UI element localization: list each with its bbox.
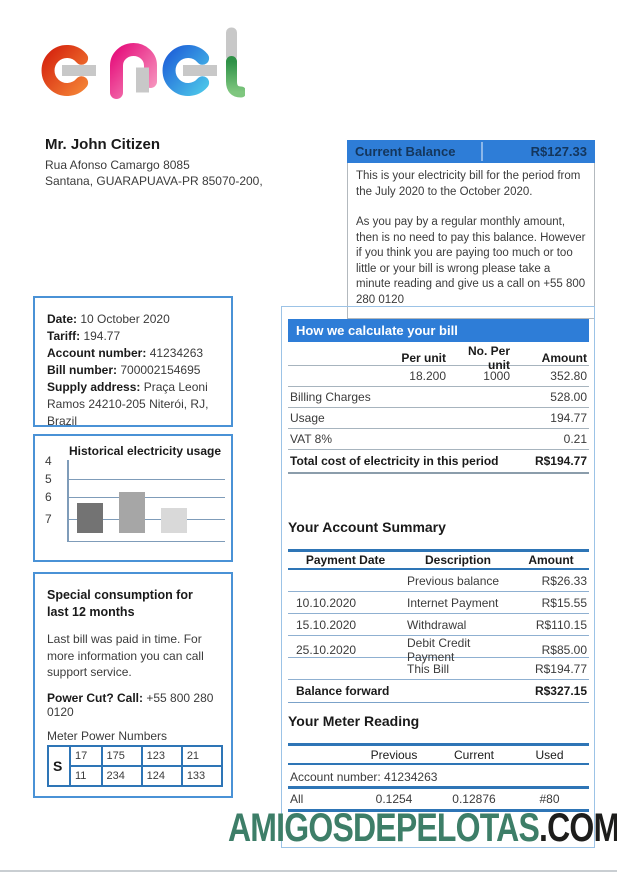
- current-balance-amount: R$127.33: [530, 144, 587, 159]
- meter-cell: 11: [69, 764, 103, 787]
- meter-cell: 17: [69, 744, 103, 767]
- special-consumption-box: Special consumption for last 12 months L…: [33, 572, 233, 798]
- current-balance-body: This is your electricity bill for the pe…: [347, 163, 595, 319]
- customer-address-line1: Rua Afonso Camargo 8085: [45, 158, 190, 172]
- site-watermark: AMIGOSDEPELOTAS.COM: [228, 806, 617, 851]
- gridline: [67, 479, 225, 480]
- special-body: Last bill was paid in time. For more inf…: [47, 632, 204, 679]
- special-title: Special consumption for last 12 months: [47, 588, 193, 619]
- account-summary-table: Payment Date Description Amount Previous…: [288, 549, 589, 703]
- calc-header-row: Per unit No. Per unit Amount: [288, 344, 589, 372]
- calc-table: Per unit No. Per unit Amount 18.200 1000…: [288, 344, 589, 474]
- customer-block: Mr. John Citizen Rua Afonso Camargo 8085…: [45, 136, 325, 189]
- meter-account-row: Account number: 41234263: [288, 765, 589, 789]
- customer-address-line2: Santana, GUARAPUAVA-PR 85070-200,: [45, 174, 263, 188]
- y-tick-7: 7: [45, 512, 52, 526]
- meter-cell: 234: [100, 764, 143, 787]
- meter-corner-cell: S: [47, 744, 71, 787]
- billing-details-box: How we calculate your bill Per unit No. …: [281, 306, 595, 848]
- meter-reading-table: Previous Current Used Account number: 41…: [288, 743, 589, 812]
- gridline: [67, 541, 225, 542]
- meter-power-numbers-table: S 17 175 123 21 11 234 124 133: [47, 744, 224, 787]
- balance-forward-row: Balance forward R$327.15: [288, 680, 589, 703]
- gridline: [67, 519, 225, 520]
- table-row: Previous balance R$26.33: [288, 570, 589, 592]
- watermark-tld: .COM: [538, 806, 617, 850]
- chart-bar-3: [161, 508, 187, 533]
- summary-header-row: Payment Date Description Amount: [288, 549, 589, 570]
- table-row: 18.200 1000 352.80: [288, 366, 589, 387]
- table-row: 10.10.2020 Internet Payment R$15.55: [288, 592, 589, 614]
- historical-usage-chart: Historical electricity usage 4 5 6 7: [33, 434, 233, 562]
- table-row: VAT 8% 0.21: [288, 429, 589, 450]
- meter-cell: 124: [140, 764, 183, 787]
- info-date: Date: 10 October 2020: [47, 312, 170, 326]
- table-row: Usage 194.77: [288, 408, 589, 429]
- meter-cell: 133: [180, 764, 224, 787]
- meter-cell: 175: [100, 744, 143, 767]
- chart-bar-2: [119, 492, 145, 533]
- table-row: 15.10.2020 Withdrawal R$110.15: [288, 614, 589, 636]
- account-summary-title: Your Account Summary: [288, 519, 446, 535]
- table-row: 25.10.2020 Debit Credit Payment R$85.00: [288, 636, 589, 664]
- customer-name: Mr. John Citizen: [45, 136, 161, 153]
- balance-paragraph-1: This is your electricity bill for the pe…: [356, 170, 581, 198]
- y-tick-5: 5: [45, 472, 52, 486]
- info-bill-number: Bill number: 700002154695: [47, 363, 201, 377]
- calc-section-header: How we calculate your bill: [288, 319, 589, 342]
- current-balance-box: Current Balance R$127.33 This is your el…: [347, 140, 595, 319]
- table-row: 11 234 124 133: [48, 764, 224, 787]
- account-info-box: Date: 10 October 2020 Tariff: 194.77 Acc…: [33, 296, 233, 428]
- info-account-number: Account number: 41234263: [47, 346, 204, 360]
- chart-title: Historical electricity usage: [68, 444, 222, 458]
- meter-reading-title: Your Meter Reading: [288, 713, 420, 729]
- meter-cell: 123: [140, 744, 183, 767]
- current-balance-header: Current Balance R$127.33: [347, 140, 595, 163]
- table-row: S 17 175 123 21: [47, 744, 224, 787]
- page-edge-divider: [0, 870, 617, 872]
- enel-logo-icon: [41, 27, 245, 99]
- y-tick-6: 6: [45, 490, 52, 504]
- meter-numbers-label: Meter Power Numbers: [47, 728, 168, 743]
- info-supply-address: Supply address: Praça Leoni Ramos 24210-…: [47, 380, 209, 428]
- balance-paragraph-2: As you pay by a regular monthly amount, …: [356, 216, 586, 306]
- meter-header-row: Previous Current Used: [288, 743, 589, 765]
- calc-total-row: Total cost of electricity in this period…: [288, 450, 589, 474]
- info-tariff: Tariff: 194.77: [47, 329, 121, 343]
- meter-cell: 21: [180, 744, 224, 767]
- watermark-name: AMIGOSDEPELOTAS: [228, 806, 540, 850]
- table-row: All 0.1254 0.12876 #80: [288, 789, 589, 812]
- header-divider: [480, 142, 483, 161]
- current-balance-label: Current Balance: [355, 144, 456, 159]
- y-tick-4: 4: [45, 454, 52, 468]
- power-cut-line: Power Cut? Call: +55 800 280 0120: [47, 690, 214, 719]
- table-row: This Bill R$194.77: [288, 658, 589, 680]
- chart-bar-1: [77, 503, 103, 533]
- y-axis-line: [67, 460, 69, 542]
- table-row: Billing Charges 528.00: [288, 387, 589, 408]
- gridline: [67, 497, 225, 498]
